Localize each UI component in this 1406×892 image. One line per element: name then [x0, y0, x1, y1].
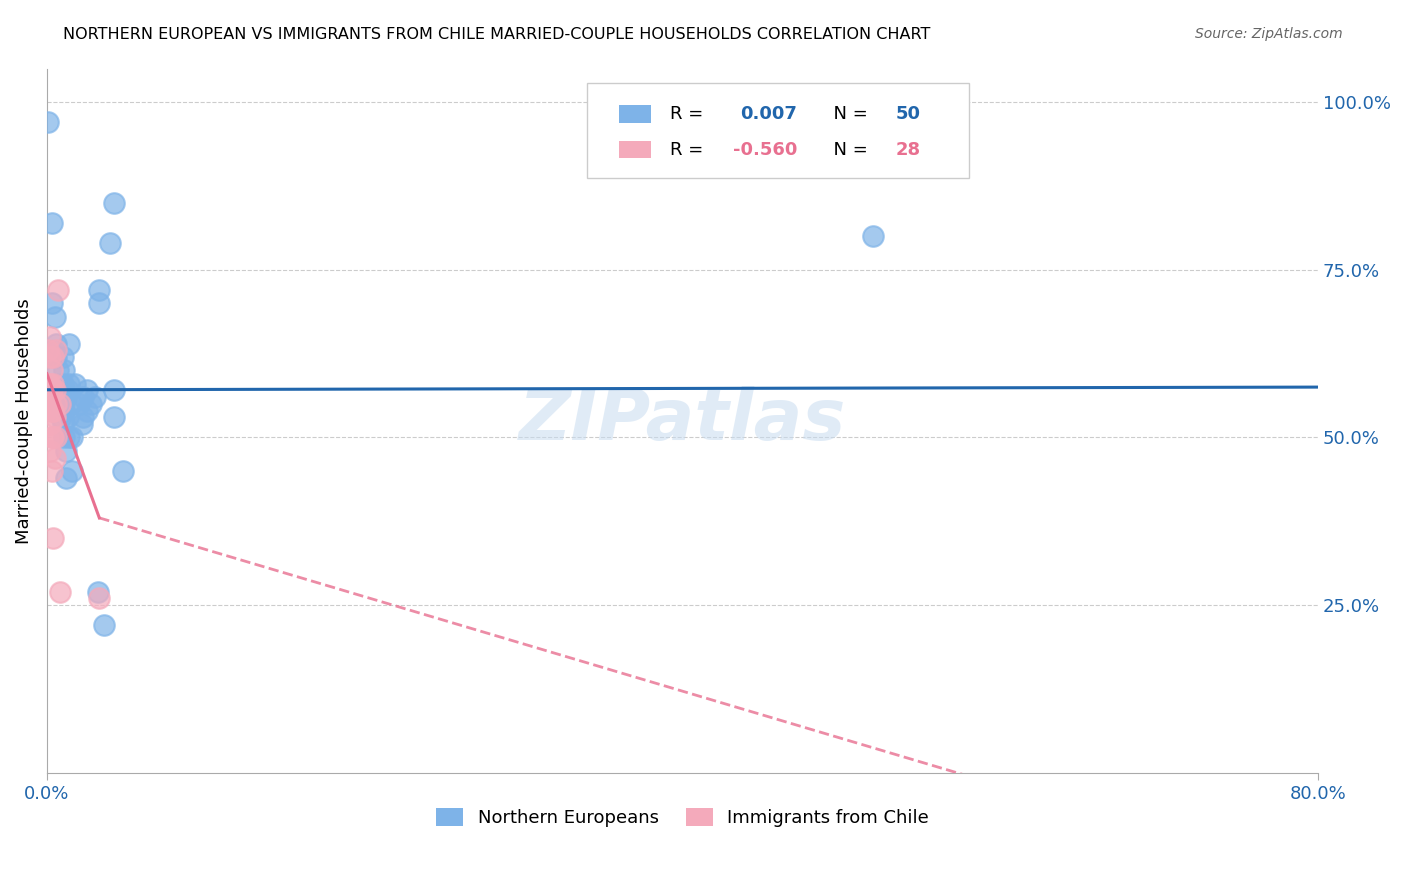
Text: 0.007: 0.007 — [740, 105, 797, 123]
Point — [53, 430, 76, 444]
Point — [52, 397, 75, 411]
Point — [42, 350, 65, 364]
Point — [42, 403, 65, 417]
Y-axis label: Married-couple Households: Married-couple Households — [15, 298, 32, 543]
Point — [39, 376, 62, 391]
Point — [45, 336, 67, 351]
Point — [39, 417, 62, 431]
Point — [48, 397, 70, 411]
Point — [58, 336, 80, 351]
Text: NORTHERN EUROPEAN VS IMMIGRANTS FROM CHILE MARRIED-COUPLE HOUSEHOLDS CORRELATION: NORTHERN EUROPEAN VS IMMIGRANTS FROM CHI… — [63, 27, 931, 42]
Point — [60, 430, 83, 444]
Point — [76, 403, 98, 417]
Point — [42, 430, 65, 444]
Point — [72, 390, 94, 404]
Point — [39, 330, 62, 344]
Point — [37, 376, 59, 391]
Point — [56, 384, 79, 398]
Point — [72, 410, 94, 425]
Point — [103, 195, 125, 210]
Point — [44, 410, 66, 425]
Point — [67, 397, 90, 411]
Point — [76, 384, 98, 398]
Point — [65, 376, 87, 391]
Point — [80, 397, 103, 411]
Point — [44, 310, 66, 324]
Point — [37, 343, 59, 358]
Point — [83, 390, 105, 404]
Point — [93, 618, 115, 632]
Point — [103, 410, 125, 425]
Point — [45, 343, 67, 358]
Point — [52, 376, 75, 391]
Point — [52, 350, 75, 364]
Point — [45, 350, 67, 364]
FancyBboxPatch shape — [619, 105, 651, 123]
Point — [46, 363, 69, 377]
Point — [41, 384, 63, 398]
Point — [44, 450, 66, 465]
Point — [41, 363, 63, 377]
Text: R =: R = — [669, 105, 714, 123]
Point — [39, 350, 62, 364]
Point — [53, 403, 76, 417]
Point — [58, 430, 80, 444]
Point — [48, 584, 70, 599]
Point — [42, 376, 65, 391]
Point — [41, 430, 63, 444]
Point — [42, 531, 65, 545]
Text: Source: ZipAtlas.com: Source: ZipAtlas.com — [1195, 27, 1343, 41]
FancyBboxPatch shape — [588, 83, 969, 178]
Text: N =: N = — [823, 141, 875, 159]
Legend: Northern Europeans, Immigrants from Chile: Northern Europeans, Immigrants from Chil… — [429, 800, 936, 834]
Point — [89, 591, 111, 606]
Point — [55, 443, 77, 458]
Point — [103, 384, 125, 398]
Point — [55, 390, 77, 404]
Text: -0.560: -0.560 — [734, 141, 797, 159]
FancyBboxPatch shape — [619, 141, 651, 158]
Point — [56, 410, 79, 425]
Text: ZIPatlas: ZIPatlas — [519, 386, 846, 455]
Point — [51, 410, 73, 425]
Point — [45, 397, 67, 411]
Text: R =: R = — [669, 141, 709, 159]
Point — [52, 417, 75, 431]
Point — [89, 283, 111, 297]
Point — [51, 397, 73, 411]
Point — [53, 363, 76, 377]
Point — [48, 384, 70, 398]
Point — [48, 397, 70, 411]
Point — [59, 397, 82, 411]
Point — [46, 376, 69, 391]
Point — [55, 470, 77, 484]
Text: 50: 50 — [896, 105, 921, 123]
Point — [112, 464, 135, 478]
Text: N =: N = — [823, 105, 875, 123]
Point — [100, 235, 122, 250]
Point — [45, 430, 67, 444]
Point — [39, 397, 62, 411]
Point — [41, 216, 63, 230]
Point — [39, 443, 62, 458]
Point — [862, 229, 884, 244]
Point — [41, 464, 63, 478]
Text: 28: 28 — [896, 141, 921, 159]
Point — [58, 376, 80, 391]
Point — [44, 384, 66, 398]
Point — [53, 384, 76, 398]
Point — [60, 464, 83, 478]
Point — [89, 296, 111, 310]
Point — [70, 417, 93, 431]
Point — [41, 403, 63, 417]
Point — [46, 283, 69, 297]
Point — [41, 296, 63, 310]
Point — [37, 115, 59, 129]
Point — [87, 584, 110, 599]
